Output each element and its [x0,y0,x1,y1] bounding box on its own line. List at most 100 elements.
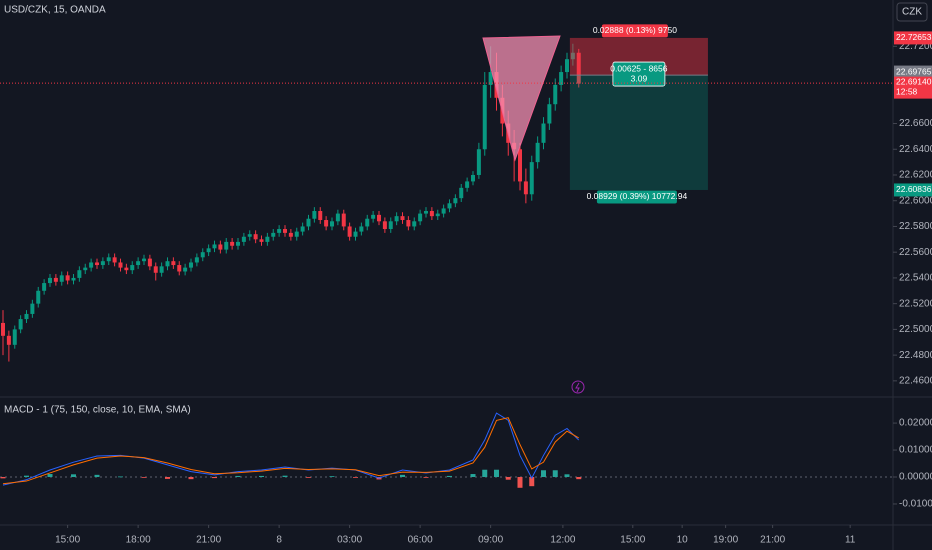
candle-body [424,211,428,214]
event-icon-bolt [575,382,580,393]
stop-label: 0.02888 (0.13%) 9750 [593,25,677,35]
x-tick-label: 19:00 [713,535,738,546]
price-badge-label: 22.72653 [896,32,932,42]
candle-body [183,267,188,272]
candle-body [377,214,381,222]
x-tick-label: 11 [845,535,856,546]
candle-body [371,214,376,219]
y-tick-label: 22.60000 [899,195,932,206]
candle-body [71,277,76,281]
candle-body [130,265,135,271]
x-tick-label: 10 [677,535,689,546]
candle-body [118,262,123,268]
event-icon[interactable] [571,380,585,394]
candle-body [177,265,182,272]
y-tick-label: 22.50000 [899,324,932,335]
last-price-badge [894,76,932,99]
currency-button[interactable] [896,2,928,22]
x-tick-label: 8 [276,535,282,546]
y-tick-label: 0.01000 [899,445,932,456]
candle-body [335,213,340,222]
histogram-bar [306,477,311,478]
x-tick-label: 12:00 [550,535,575,546]
candle-body [236,241,240,246]
histogram-bar [353,477,358,478]
candle-body [312,211,317,219]
candle-body [400,216,405,221]
candle-body [529,162,534,195]
candle-body [142,258,146,262]
x-tick-label: 15:00 [55,535,80,546]
histogram-bar [482,469,488,478]
price-badge [894,65,932,79]
candle-body [171,261,176,266]
histogram-bar [576,477,582,480]
candle-body [565,59,569,73]
candle-body [300,226,305,232]
candle-body [570,52,575,60]
candle-body [189,262,193,268]
histogram-bar [564,474,570,478]
macd-title: MACD - 1 (75, 150, close, 10, EMA, SMA) [4,405,191,416]
candle-body [453,198,458,204]
histogram-bar [494,469,499,478]
candle-body [136,261,141,266]
candle-body [330,221,334,227]
candle-body [541,123,546,143]
x-tick-label: 15:00 [620,535,645,546]
candle-body [318,211,323,221]
histogram-bar [541,470,546,478]
candle-body [6,335,11,345]
candle-body [106,257,111,262]
candle-body [100,261,105,266]
candle-body [83,267,88,271]
histogram-bar [0,477,6,479]
candle-body [382,221,387,230]
candle-body [523,181,528,195]
y-tick-label: 22.64000 [899,144,932,155]
candle-body [435,213,440,217]
candle-body [200,252,205,258]
y-tick-label: 22.48000 [899,350,932,361]
last-price-label: 22.69140 [896,76,932,86]
y-tick-label: 22.46000 [899,375,932,386]
y-tick-label: 22.58000 [899,221,932,232]
candle-body [77,270,82,278]
histogram-bar [505,477,511,480]
candle-body [112,257,117,263]
symbol: USD/CZK, 15, OANDA [4,5,106,16]
candle-body [547,104,552,124]
currency[interactable]: CZK [902,7,922,18]
triangle-drawing [482,35,561,162]
histogram-bar [329,476,335,478]
candle-body [412,221,417,227]
price-badge-label: 22.69765 [896,66,932,76]
candle-body [459,187,464,199]
candle-body [65,275,70,281]
candle-body [288,232,293,237]
candle-body [283,229,287,233]
candle-body [441,208,446,214]
candle-body [153,266,158,273]
candle-body [48,277,52,284]
y-tick-label: 22.72000 [899,41,932,52]
candle-body [465,181,470,188]
x-tick-label: 03:00 [337,535,362,546]
mid-label-box [612,61,666,87]
stop-label-box [601,24,668,38]
candle-body [36,290,41,304]
y-tick-label: 22.66000 [899,118,932,129]
mid-label: 0.00625 - 8656 [610,63,667,73]
y-tick-label: 0.00000 [899,472,932,483]
candle-body [218,244,223,250]
histogram-bar [552,470,558,478]
candle-body [124,267,129,271]
candle-body [471,174,475,182]
y-tick-label: 22.52000 [899,298,932,309]
candle-body [12,329,17,345]
histogram-bar [141,477,147,478]
target-label-box [596,190,677,204]
candle-body [576,52,581,84]
histogram-bar [282,475,288,478]
